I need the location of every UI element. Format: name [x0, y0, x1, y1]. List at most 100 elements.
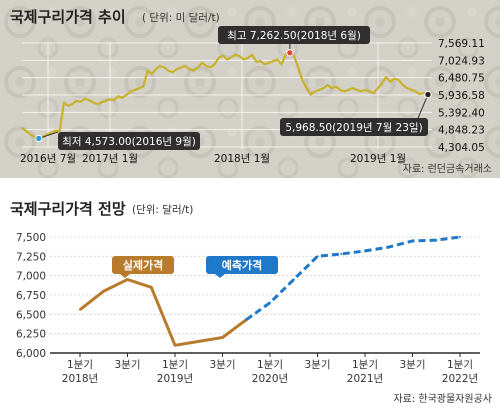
- series-label-text-0: 실제가격: [123, 258, 163, 272]
- bottom-x-year-label: 2022년: [442, 373, 478, 385]
- top-data-point: [255, 60, 258, 63]
- top-data-point: [414, 90, 417, 93]
- bottom-x-tick-label: 3분기: [209, 359, 235, 371]
- top-x-tick-label: 2018년 1월: [214, 153, 270, 165]
- bottom-grid: [50, 236, 480, 354]
- top-data-point: [180, 66, 182, 69]
- top-data-point: [142, 85, 145, 88]
- bottom-x-year-label: 2018년: [62, 373, 98, 385]
- top-data-point: [389, 80, 392, 83]
- top-data-point: [335, 85, 337, 88]
- bottom-series-point: [245, 318, 248, 321]
- bottom-chart-unit: (단위: 달러/t): [132, 203, 193, 216]
- top-chart-unit: ( 단위: 미 달러/t): [142, 11, 220, 24]
- top-data-point: [104, 100, 107, 102]
- bottom-x-tick-label: 1분기: [352, 359, 378, 371]
- top-data-point: [251, 53, 254, 56]
- bottom-x-tick-label: 3분기: [399, 359, 425, 371]
- series-label-box-0: [112, 256, 174, 274]
- bottom-series-point: [221, 336, 224, 339]
- top-data-point: [163, 66, 166, 69]
- top-data-point: [184, 65, 187, 67]
- bottom-series-point: [435, 239, 438, 242]
- bottom-x-tick-label: 1분기: [257, 359, 283, 371]
- top-data-point: [368, 90, 371, 93]
- top-x-tick-label: 2016년 7월: [20, 153, 76, 165]
- top-data-point: [146, 69, 149, 72]
- series-label-pointer-1: [215, 274, 225, 278]
- annotation-marker-max: [286, 49, 294, 57]
- top-data-point: [125, 93, 128, 96]
- top-data-point: [83, 97, 86, 100]
- top-data-point: [351, 87, 354, 90]
- annotation-leader-line: [417, 94, 429, 119]
- bottom-series-point: [174, 344, 176, 347]
- top-data-point: [360, 90, 362, 93]
- bottom-y-tick-label: 6,000: [16, 348, 46, 360]
- top-data-point: [343, 90, 346, 93]
- top-data-point: [318, 88, 321, 91]
- top-data-point: [364, 88, 367, 91]
- bottom-y-tick-label: 7,500: [16, 232, 46, 244]
- top-data-point: [242, 58, 245, 61]
- top-data-point: [113, 99, 115, 101]
- top-data-point: [322, 87, 325, 90]
- top-data-point: [268, 61, 270, 64]
- bottom-series-point: [316, 255, 319, 258]
- top-data-point: [150, 72, 153, 75]
- top-series-points: [21, 51, 429, 140]
- bottom-chart: 국제구리가격 전망 (단위: 달러/t) 7,500 7,250 7,000 6,75…: [10, 200, 492, 405]
- top-data-point: [134, 88, 136, 91]
- bottom-x-tick-label: 3분기: [114, 359, 140, 371]
- top-y-tick-label: 5,392.40: [438, 107, 485, 119]
- bottom-series-point: [79, 308, 81, 311]
- top-data-point: [314, 90, 316, 93]
- bottom-chart-source: 자료: 한국광물자원공사: [393, 393, 492, 405]
- top-data-point: [79, 100, 82, 103]
- bottom-series-point: [102, 290, 105, 293]
- top-data-point: [88, 99, 90, 101]
- top-chart: 국제구리가격 추이 ( 단위: 미 달러/t) 7,569.11 7,024.93…: [0, 0, 500, 178]
- top-data-point: [33, 136, 36, 138]
- top-data-point: [108, 98, 111, 101]
- top-data-point: [117, 95, 120, 98]
- top-y-axis: 7,569.11 7,024.93 6,480.75 5,936.58 5,392.40…: [438, 38, 485, 154]
- top-data-point: [247, 57, 249, 59]
- top-data-point: [155, 68, 157, 70]
- bottom-series-point: [459, 236, 461, 238]
- top-data-point: [167, 69, 170, 72]
- top-x-tick-label: 2019년 1월: [350, 153, 406, 165]
- top-data-point: [385, 76, 388, 78]
- bottom-x-tick-label: 3분기: [304, 359, 330, 371]
- bottom-series-labels: 실제가격 예측가격: [112, 256, 278, 278]
- top-data-point: [201, 61, 203, 64]
- bottom-x-tick-label: 1분기: [162, 359, 188, 371]
- top-data-point: [54, 129, 57, 132]
- bottom-x-tick-label: 1분기: [447, 359, 473, 371]
- annotation-marker-min: [35, 134, 43, 143]
- top-data-point: [222, 54, 224, 57]
- top-data-point: [209, 66, 212, 69]
- top-data-point: [217, 57, 220, 59]
- bottom-y-tick-label: 7,250: [16, 251, 46, 263]
- top-data-point: [326, 84, 329, 86]
- top-data-point: [276, 58, 279, 61]
- top-data-point: [205, 65, 208, 67]
- annotation-text-min: 최저 4,573.00(2016년 9월): [62, 136, 196, 148]
- bottom-x-year-label: 2021년: [347, 373, 383, 385]
- bottom-x-year-label: 2020년: [252, 373, 288, 385]
- top-data-point: [305, 87, 308, 90]
- top-data-point: [238, 55, 241, 58]
- bottom-series-point: [269, 301, 271, 304]
- top-data-point: [159, 65, 162, 67]
- bottom-series-point: [411, 239, 414, 242]
- bottom-y-axis: 7,500 7,250 7,000 6,750 6,500 6,250 6,000: [16, 232, 46, 360]
- top-data-point: [196, 66, 199, 69]
- top-data-point: [230, 56, 233, 59]
- top-chart-source: 자료: 런던금속거래소: [403, 163, 492, 175]
- top-data-point: [347, 88, 350, 91]
- top-data-point: [330, 87, 333, 90]
- bottom-series-point: [126, 278, 129, 281]
- top-y-tick-label: 4,848.23: [438, 125, 485, 137]
- top-data-point: [410, 88, 413, 91]
